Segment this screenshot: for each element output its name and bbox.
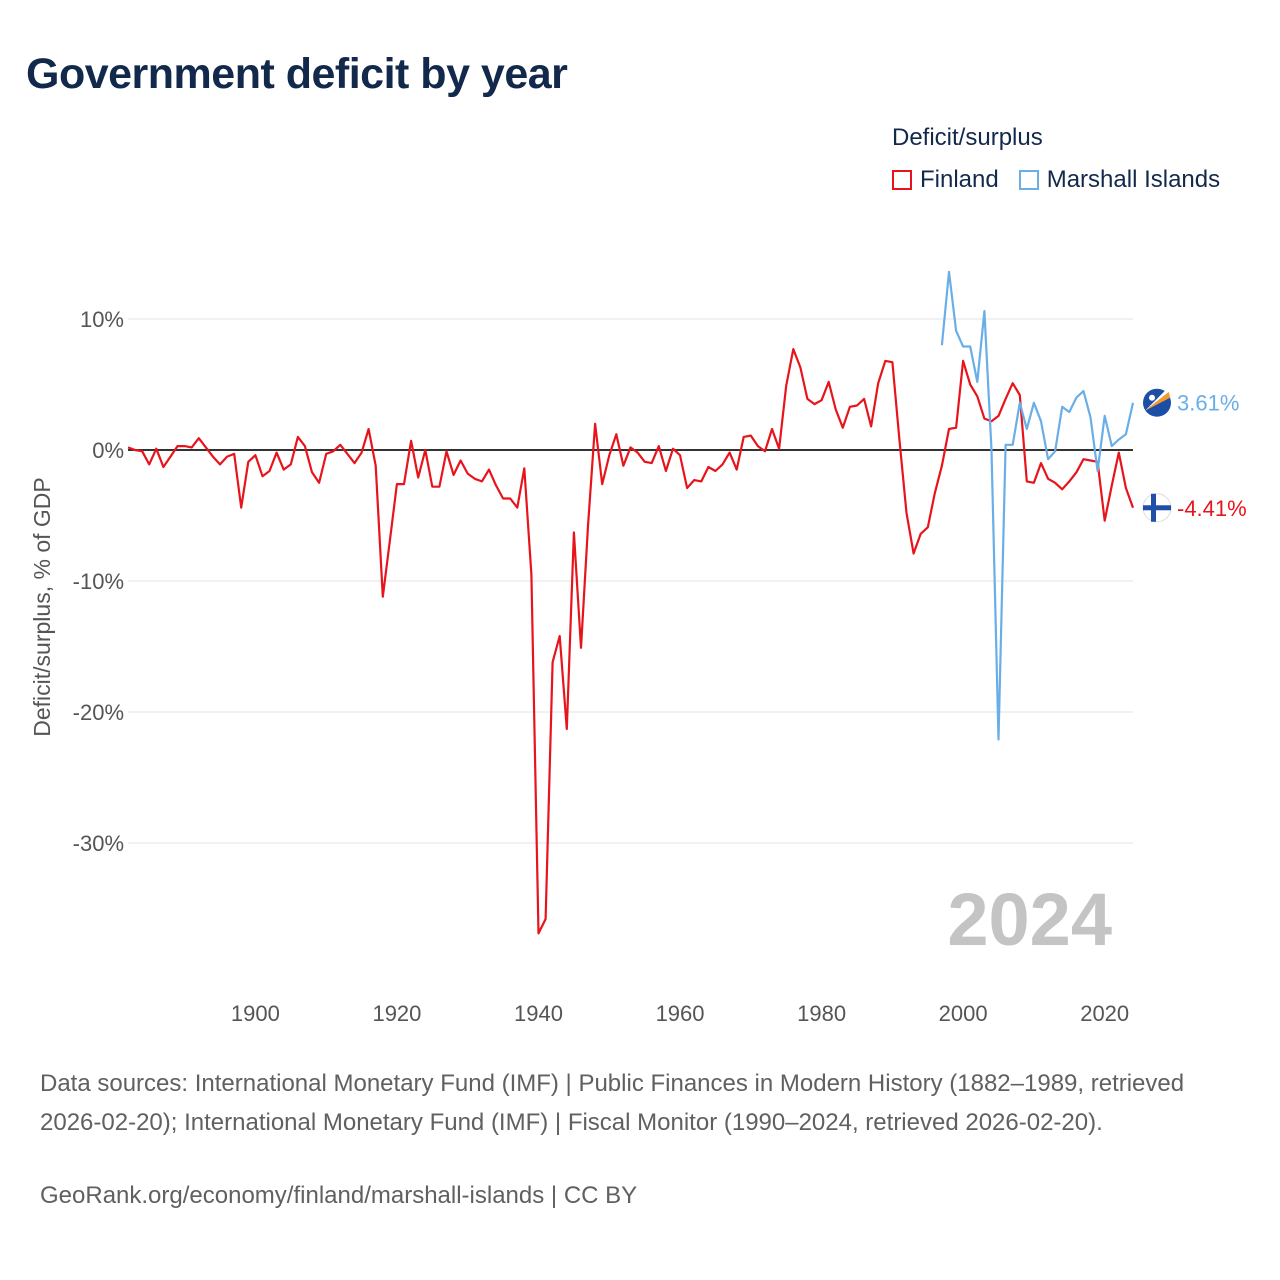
x-tick-label: 2000 <box>939 1001 988 1026</box>
legend-label-marshall-islands: Marshall Islands <box>1046 166 1221 193</box>
data-sources: Data sources: International Monetary Fun… <box>40 1070 1185 1136</box>
line-chart: 10% 0% -10% -20% -30% 1900 1920 1940 1960 1980 20… <box>29 270 1247 1026</box>
y-tick-label: 0% <box>92 438 124 463</box>
y-tick-label: 10% <box>80 307 124 332</box>
series-line-finland[interactable] <box>127 348 1135 935</box>
marshall-islands-flag-icon <box>1143 388 1171 417</box>
x-tick-label: 2020 <box>1080 1001 1129 1026</box>
x-tick-label: 1920 <box>372 1001 421 1026</box>
end-value-label: -4.41% <box>1177 496 1247 521</box>
legend-item-finland[interactable]: Finland <box>892 166 999 194</box>
legend-label-finland: Finland <box>920 166 999 193</box>
end-value-label: 3.61% <box>1177 391 1239 416</box>
legend-swatch-marshall-islands <box>1018 170 1039 190</box>
y-tick-label: -30% <box>73 831 124 856</box>
chart-title: Government deficit by year <box>26 50 568 98</box>
legend-item-marshall-islands[interactable]: Marshall Islands <box>1018 166 1221 194</box>
year-watermark: 2024 <box>947 878 1112 961</box>
y-tick-label: -20% <box>73 700 124 725</box>
series-line-marshall-islands[interactable] <box>940 270 1135 741</box>
legend-swatch-finland <box>892 170 912 190</box>
credit-link[interactable]: GeoRank.org/economy/finland/marshall-isl… <box>40 1182 638 1209</box>
y-tick-label: -10% <box>73 569 124 594</box>
x-tick-label: 1960 <box>656 1001 705 1026</box>
y-axis-label: Deficit/surplus, % of GDP <box>29 477 55 736</box>
x-tick-label: 1980 <box>797 1001 846 1026</box>
x-tick-label: 1900 <box>231 1001 280 1026</box>
x-tick-label: 1940 <box>514 1001 563 1026</box>
legend-title: Deficit/surplus <box>892 124 1043 151</box>
legend: Finland Marshall Islands <box>892 166 1240 194</box>
finland-flag-icon <box>1142 493 1172 523</box>
